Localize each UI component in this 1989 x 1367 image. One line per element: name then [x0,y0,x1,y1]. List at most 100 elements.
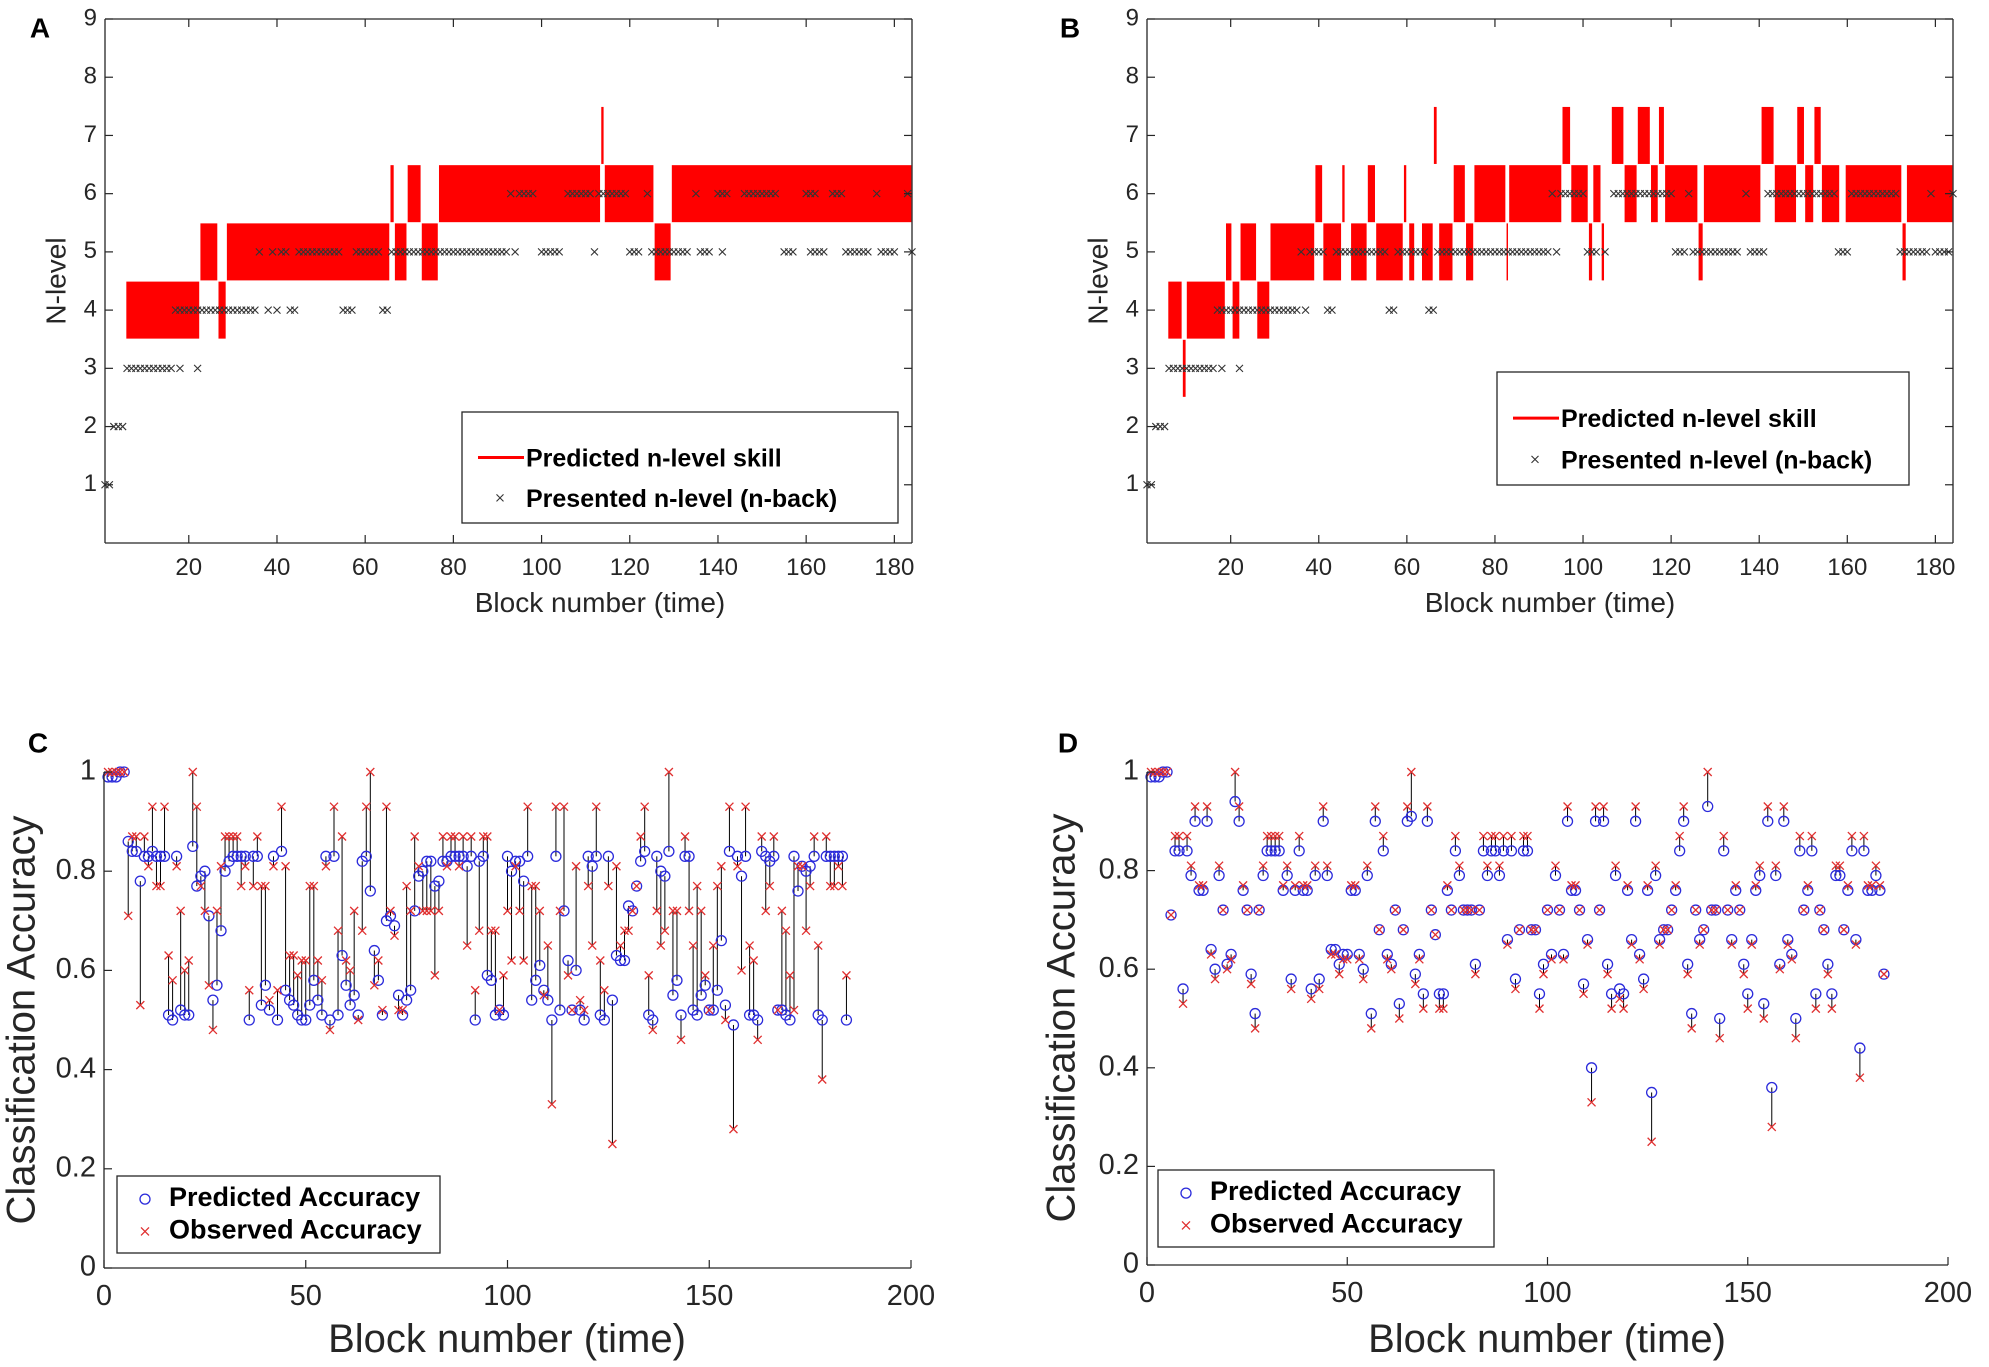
presented-nlevel-marker [692,189,700,198]
predicted-accuracy-point [562,954,574,967]
observed-accuracy-point [1506,831,1516,841]
predicted-accuracy-point [1201,815,1213,827]
observed-accuracy-point [696,906,706,916]
observed-accuracy-point [1591,802,1601,811]
x-axis-label: Block number (time) [1368,1317,1726,1361]
observed-accuracy-point [442,861,452,871]
predicted-skill-bar [1570,163,1589,224]
x-tick-label: 150 [685,1280,733,1312]
x-tick-label: 60 [1394,554,1421,581]
legend-box [461,411,899,524]
observed-accuracy-point [1342,954,1352,964]
axes: 20 40 60 80 100 120 140 160 180 1 2 3 4 5 6 7 8 9 Block nu… [40,4,914,618]
x-tick-label: 150 [1724,1277,1772,1309]
predicted-accuracy-point [1233,815,1245,827]
axes: 0 50 100 150 200 0 0.2 0.4 0.6 0.8 1 Block number (… [1040,755,1973,1361]
predicted-accuracy-point [1229,795,1241,808]
observed-accuracy-point [1639,984,1649,994]
observed-accuracy-point [579,1005,589,1015]
observed-accuracy-point [438,832,448,841]
predicted-accuracy-point [618,954,631,967]
observed-accuracy-point [1250,1023,1260,1033]
predicted-accuracy-point [679,850,691,862]
predicted-accuracy-point [820,850,832,862]
observed-accuracy-point [1470,969,1480,979]
observed-accuracy-point [1723,905,1733,915]
observed-accuracy-point [156,881,165,891]
predicted-accuracy-point [211,979,223,991]
predicted-accuracy-point [554,1004,566,1016]
observed-accuracy-point [1667,905,1677,915]
observed-accuracy-point [729,1124,738,1134]
observed-accuracy-point [377,1005,387,1015]
presented-nlevel-marker [176,364,184,373]
predicted-accuracy-point [1754,869,1766,882]
observed-accuracy-point [474,926,484,936]
predicted-accuracy-point [1854,1042,1866,1054]
predicted-accuracy-point [1617,988,1630,1000]
observed-accuracy-point [1695,940,1705,950]
observed-accuracy-point [1527,925,1536,935]
observed-accuracy-point [1502,940,1512,950]
observed-accuracy-point [1230,767,1240,777]
observed-accuracy-point [1154,767,1164,777]
x-tick-label: 100 [483,1280,531,1312]
presented-nlevel-marker [281,248,290,256]
y-tick-label: 0.2 [56,1151,96,1183]
predicted-accuracy-point [1473,904,1486,916]
observed-accuracy-point [676,1035,686,1045]
predicted-accuracy-point [1393,998,1405,1010]
presented-nlevel-marker [118,422,127,431]
observed-accuracy-point [297,956,307,965]
observed-accuracy-point [523,802,533,812]
predicted-accuracy-point [1217,904,1229,916]
observed-accuracy-point [1226,954,1236,964]
presented-nlevel-marker [1429,306,1438,314]
observed-accuracy-point [111,767,121,777]
x-tick-label: 40 [264,554,291,581]
presented-nlevel-marker [1552,248,1561,256]
presented-nlevel-marker [819,248,828,256]
observed-accuracy-point [277,802,286,812]
observed-accuracy-point [450,832,460,841]
observed-accuracy-point [341,956,351,965]
y-tick-label: 3 [84,354,97,381]
x-axis-label: Block number (time) [475,587,726,618]
observed-accuracy-point [1823,969,1833,979]
predicted-accuracy-point [271,1014,284,1026]
predicted-skill-bar [1432,105,1438,166]
y-tick-label: 0 [1123,1248,1139,1280]
predicted-accuracy-point [574,1004,586,1016]
predicted-accuracy-point [683,850,695,862]
observed-accuracy-point [1747,940,1757,950]
presented-nlevel-marker [255,248,264,256]
observed-accuracy-point [1186,861,1196,871]
observed-accuracy-point [1623,880,1633,890]
presented-nlevel-marker [590,248,599,256]
predicted-accuracy-point [1561,815,1574,827]
presented-nlevel-marker [511,248,520,256]
observed-accuracy-point [1731,880,1741,890]
predicted-accuracy-point [501,850,514,862]
legend-x-icon [496,494,504,502]
predicted-accuracy-point [215,925,227,937]
predicted-accuracy-point [526,994,538,1006]
observed-accuracy-point [1879,969,1889,979]
observed-accuracy-point [1194,880,1204,890]
predicted-accuracy-point [699,979,711,991]
predicted-accuracy-point [1822,958,1834,970]
y-axis-label: N-level [40,237,71,324]
observed-accuracy-point [1631,802,1641,811]
observed-accuracy-point [260,881,270,891]
predicted-skill-bar [1224,222,1233,282]
observed-accuracy-point [1350,880,1360,890]
predicted-accuracy-point [1541,904,1554,916]
legend-box [1157,1169,1495,1248]
observed-accuracy-point [264,995,274,1005]
observed-accuracy-point [1418,1004,1428,1014]
observed-accuracy-point [773,1005,783,1015]
presented-nlevel-marker [1217,364,1226,373]
observed-accuracy-point [519,956,529,965]
predicted-accuracy-point [566,1004,578,1016]
